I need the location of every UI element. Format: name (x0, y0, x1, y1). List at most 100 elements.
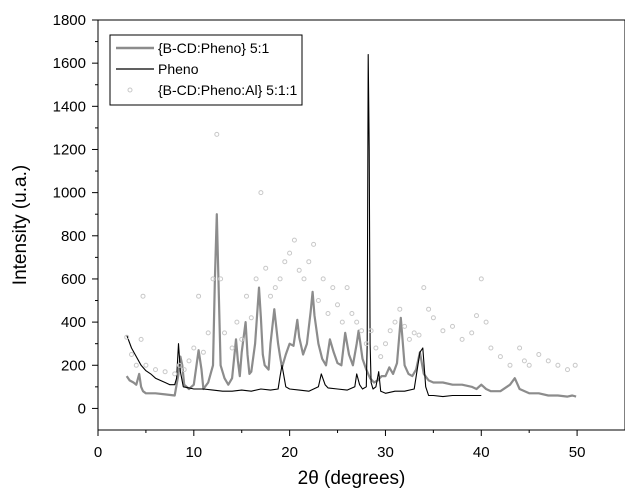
point-b-cd-pheno-al (359, 328, 364, 334)
plot-series (124, 53, 578, 398)
point-b-cd-pheno-al (214, 131, 220, 137)
point-b-cd-pheno-al (545, 358, 551, 364)
point-b-cd-pheno-al (363, 341, 369, 347)
y-axis-label: Intensity (u.a.) (10, 165, 31, 285)
point-b-cd-pheno-al (272, 285, 278, 291)
point-b-cd-pheno-al (416, 332, 422, 338)
x-tick-label: 30 (377, 444, 394, 461)
point-b-cd-pheno-al (521, 358, 527, 364)
point-b-cd-pheno-al (222, 330, 227, 336)
y-tick-label: 1200 (53, 141, 86, 158)
point-b-cd-pheno-al (488, 345, 494, 351)
series-b-cd-pheno-al (124, 131, 578, 377)
point-b-cd-pheno-al (483, 319, 489, 325)
point-b-cd-pheno-al (311, 241, 317, 247)
point-b-cd-pheno-al (124, 334, 130, 340)
point-b-cd-pheno-al (339, 319, 345, 325)
point-b-cd-pheno-al (572, 362, 578, 368)
point-b-cd-pheno-al (402, 323, 408, 329)
point-b-cd-pheno-al (397, 306, 403, 312)
legend-label-pheno: Pheno (158, 61, 199, 77)
point-b-cd-pheno-al (268, 293, 273, 299)
x-tick-label: 20 (281, 444, 298, 461)
point-b-cd-pheno-al (459, 336, 465, 342)
plot-frame (97, 19, 625, 431)
point-b-cd-pheno-al (133, 362, 139, 368)
point-b-cd-pheno-al (474, 313, 479, 319)
point-b-cd-pheno-al (526, 362, 532, 368)
point-b-cd-pheno-al (315, 298, 321, 303)
y-tick-label: 800 (61, 228, 86, 245)
point-b-cd-pheno-al (277, 276, 283, 282)
x-tick-label: 50 (569, 444, 586, 461)
point-b-cd-pheno-al (287, 250, 293, 256)
point-b-cd-pheno-al (392, 319, 398, 325)
point-b-cd-pheno-al (301, 276, 307, 282)
point-b-cd-pheno-al (138, 336, 144, 342)
legend-swatch-b-cd-pheno-al (127, 87, 133, 93)
point-b-cd-pheno-al (368, 328, 374, 334)
point-b-cd-pheno-al (306, 259, 312, 265)
legend: {B-CD:Pheno} 5:1 Pheno {B-CD:Pheno:Al} 5… (109, 34, 303, 106)
y-axis-ticks: 0 200 400 600 800 1000 1200 1400 1600 1800 (53, 12, 98, 417)
point-b-cd-pheno-al (229, 345, 235, 351)
point-b-cd-pheno-al (234, 319, 240, 325)
point-b-cd-pheno-al (205, 330, 211, 336)
point-b-cd-pheno-al (536, 352, 542, 357)
x-axis-ticks: 0 10 20 30 40 50 (94, 430, 586, 461)
point-b-cd-pheno-al (349, 311, 355, 316)
x-tick-label: 10 (185, 444, 202, 461)
point-b-cd-pheno-al (248, 315, 254, 321)
point-b-cd-pheno-al (129, 352, 134, 357)
legend-box (109, 34, 303, 106)
point-b-cd-pheno-al (320, 276, 326, 282)
point-b-cd-pheno-al (565, 367, 570, 373)
point-b-cd-pheno-al (282, 259, 288, 265)
point-b-cd-pheno-al (426, 306, 432, 312)
point-b-cd-pheno-al (335, 302, 340, 308)
point-b-cd-pheno-al (258, 190, 264, 196)
legend-label-b-cd-pheno-al: {B-CD:Pheno:Al} 5:1:1 (158, 82, 298, 98)
point-b-cd-pheno-al (291, 237, 297, 243)
point-b-cd-pheno-al (325, 311, 331, 316)
point-b-cd-pheno-al (430, 315, 436, 321)
y-tick-label: 1800 (53, 12, 86, 29)
point-b-cd-pheno-al (411, 330, 417, 336)
point-b-cd-pheno-al (186, 358, 192, 364)
x-axis-label: 2θ (degrees) (298, 468, 406, 489)
point-b-cd-pheno-al (196, 293, 202, 299)
point-b-cd-pheno-al (469, 330, 475, 336)
point-b-cd-pheno-al (497, 354, 503, 360)
y-tick-label: 400 (61, 314, 86, 331)
point-b-cd-pheno-al (383, 341, 388, 347)
point-b-cd-pheno-al (555, 362, 561, 368)
point-b-cd-pheno-al (172, 371, 178, 377)
legend-label-b-cd-pheno: {B-CD:Pheno} 5:1 (158, 40, 270, 56)
point-b-cd-pheno-al (218, 276, 224, 282)
point-b-cd-pheno-al (140, 293, 146, 299)
point-b-cd-pheno-al (200, 349, 206, 355)
point-b-cd-pheno-al (373, 345, 379, 351)
point-b-cd-pheno-al (153, 367, 158, 373)
point-b-cd-pheno-al (507, 362, 513, 368)
y-tick-label: 1600 (53, 55, 86, 72)
x-tick-label: 0 (94, 444, 102, 461)
point-b-cd-pheno-al (296, 267, 302, 273)
point-b-cd-pheno-al (440, 328, 446, 334)
point-b-cd-pheno-al (263, 265, 269, 271)
point-b-cd-pheno-al (450, 323, 455, 329)
point-b-cd-pheno-al (162, 369, 168, 375)
y-tick-label: 600 (61, 271, 86, 288)
point-b-cd-pheno-al (354, 319, 360, 325)
series-line-b-cd-pheno (125, 213, 577, 398)
point-b-cd-pheno-al (421, 285, 427, 291)
point-b-cd-pheno-al (181, 367, 187, 373)
point-b-cd-pheno-al (387, 328, 393, 334)
point-b-cd-pheno-al (143, 362, 149, 368)
point-b-cd-pheno-al (253, 276, 259, 282)
point-b-cd-pheno-al (378, 354, 384, 360)
point-b-cd-pheno-al (406, 336, 412, 342)
y-tick-label: 1000 (53, 185, 86, 202)
point-b-cd-pheno-al (191, 345, 197, 351)
point-b-cd-pheno-al (344, 285, 350, 291)
